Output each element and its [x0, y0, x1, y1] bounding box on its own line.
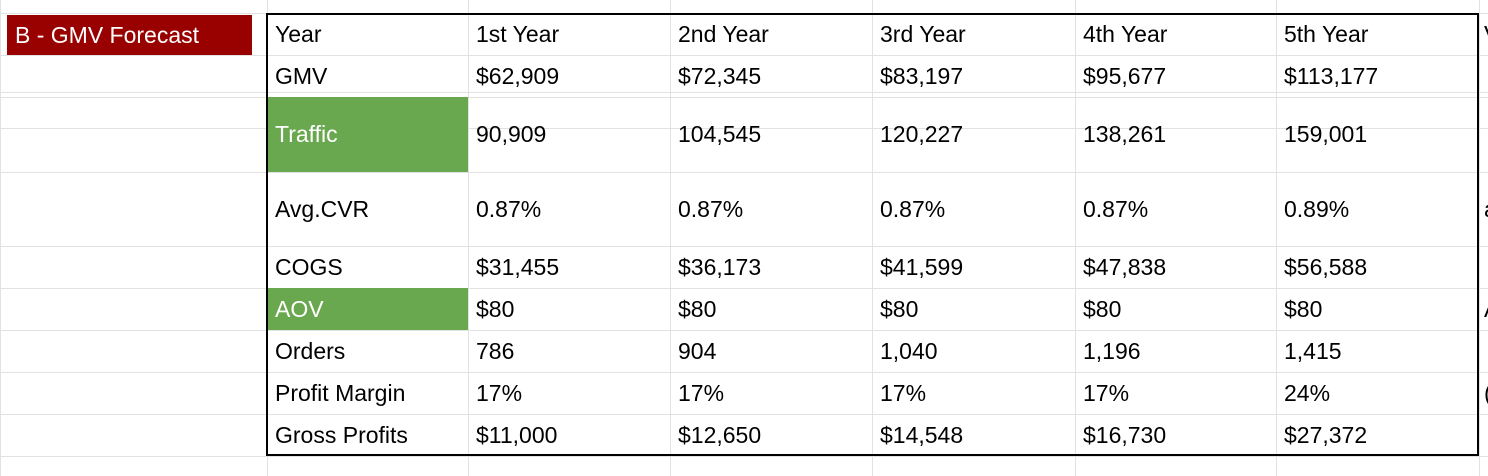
- table-cell[interactable]: 1,040: [880, 337, 938, 364]
- gridline: [1479, 0, 1480, 476]
- table-cell[interactable]: 17%: [880, 379, 927, 406]
- gridline: [0, 92, 1488, 93]
- table-cell[interactable]: $83,197: [880, 62, 964, 89]
- row-label[interactable]: Profit Margin: [275, 379, 406, 406]
- table-cell[interactable]: $41,599: [880, 253, 964, 280]
- row-label[interactable]: Gross Profits: [275, 421, 408, 448]
- row-label[interactable]: AOV: [267, 288, 468, 330]
- table-cell[interactable]: 786: [476, 337, 515, 364]
- gridline: [1075, 0, 1076, 476]
- table-cell[interactable]: $31,455: [476, 253, 560, 280]
- table-cell[interactable]: $80: [1284, 295, 1323, 322]
- table-cell[interactable]: $12,650: [678, 421, 762, 448]
- cutoff-text: A: [1484, 296, 1488, 322]
- table-cell[interactable]: 0.89%: [1284, 195, 1350, 222]
- table-cell[interactable]: $14,548: [880, 421, 964, 448]
- gridline: [0, 97, 1488, 98]
- column-header[interactable]: 3rd Year: [880, 20, 966, 47]
- gridline: [0, 55, 1488, 56]
- table-cell[interactable]: 0.87%: [476, 195, 542, 222]
- table-cell[interactable]: 138,261: [1083, 121, 1167, 147]
- row-label[interactable]: Orders: [275, 337, 346, 364]
- table-cell[interactable]: 17%: [476, 379, 523, 406]
- table-cell[interactable]: 17%: [1083, 379, 1130, 406]
- table-cell[interactable]: $72,345: [678, 62, 762, 89]
- row-label[interactable]: Avg.CVR: [275, 195, 370, 222]
- table-cell[interactable]: 904: [678, 337, 717, 364]
- table-cell[interactable]: $80: [1083, 295, 1122, 322]
- cutoff-text: (: [1484, 380, 1488, 406]
- row-label[interactable]: GMV: [275, 62, 328, 89]
- cutoff-text: a: [1484, 196, 1488, 222]
- table-cell[interactable]: 1,415: [1284, 337, 1342, 364]
- table-cell[interactable]: $95,677: [1083, 62, 1167, 89]
- gridline: [872, 0, 873, 476]
- table-cell[interactable]: 0.87%: [678, 195, 744, 222]
- table-cell[interactable]: $11,000: [476, 421, 558, 448]
- table-cell[interactable]: 120,227: [880, 121, 964, 147]
- gridline: [0, 128, 1488, 129]
- row-label[interactable]: COGS: [275, 253, 343, 280]
- table-cell[interactable]: $36,173: [678, 253, 762, 280]
- section-label[interactable]: B - GMV Forecast: [7, 15, 252, 55]
- gridline: [0, 288, 1488, 289]
- column-header[interactable]: 4th Year: [1083, 20, 1168, 47]
- table-cell[interactable]: 159,001: [1284, 121, 1368, 147]
- table-cell[interactable]: $80: [476, 295, 515, 322]
- table-cell[interactable]: $80: [880, 295, 919, 322]
- column-header[interactable]: 2nd Year: [678, 20, 769, 47]
- table-cell[interactable]: 1,196: [1083, 337, 1141, 364]
- table-cell[interactable]: 24%: [1284, 379, 1331, 406]
- table-cell[interactable]: 104,545: [678, 121, 762, 147]
- gridline: [0, 246, 1488, 247]
- table-cell[interactable]: $56,588: [1284, 253, 1368, 280]
- table-cell[interactable]: $16,730: [1083, 421, 1167, 448]
- gridline: [670, 0, 671, 476]
- table-cell[interactable]: $80: [678, 295, 717, 322]
- gridline: [0, 414, 1488, 415]
- gridline: [0, 330, 1488, 331]
- gridline: [468, 0, 469, 476]
- table-cell[interactable]: $62,909: [476, 62, 560, 89]
- column-header[interactable]: 1st Year: [476, 20, 560, 47]
- table-cell[interactable]: $113,177: [1284, 62, 1379, 89]
- table-cell[interactable]: 90,909: [476, 121, 547, 147]
- table-cell[interactable]: 0.87%: [1083, 195, 1149, 222]
- table-cell[interactable]: $47,838: [1083, 253, 1167, 280]
- table-cell[interactable]: 17%: [678, 379, 725, 406]
- cutoff-text: V: [1484, 21, 1488, 47]
- row-label[interactable]: Traffic: [267, 97, 468, 172]
- gridline: [0, 372, 1488, 373]
- column-header[interactable]: 5th Year: [1284, 20, 1369, 47]
- gridline: [1276, 0, 1277, 476]
- row-label[interactable]: Year: [275, 20, 322, 47]
- table-cell[interactable]: 0.87%: [880, 195, 946, 222]
- gridline: [0, 0, 1, 476]
- gridline: [0, 172, 1488, 173]
- table-cell[interactable]: $27,372: [1284, 421, 1368, 448]
- gridline: [0, 456, 1488, 457]
